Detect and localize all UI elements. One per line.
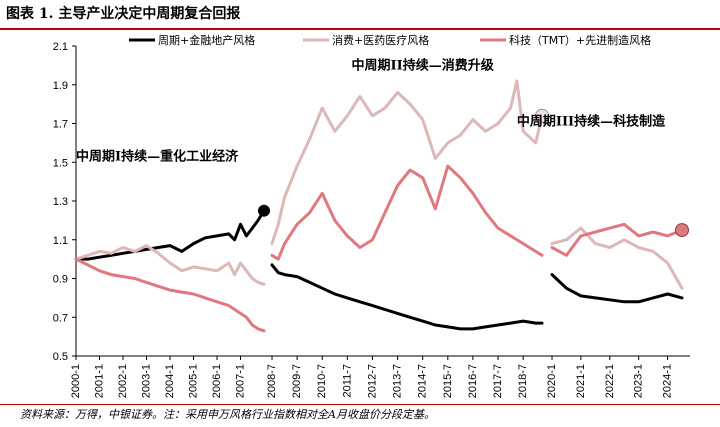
source-note: 资料来源：万得，中银证券。注：采用申万风格行业指数相对全A月收盘价分段定基。 (20, 408, 435, 421)
legend-label-2: 消费+医药医疗风格 (332, 33, 429, 47)
y-tick-label: 1.9 (53, 80, 68, 92)
annotation-2: 中周期II持续—消费升级 (352, 57, 495, 73)
series-line-2-segment-1 (74, 244, 266, 286)
y-tick-label: 0.7 (53, 312, 68, 324)
figure-title: 图表 1. 主导产业决定中周期复合回报 (6, 6, 241, 22)
x-tick-label: 2021-1 (575, 364, 587, 398)
annotation-3: 中周期III持续—科技制造 (517, 113, 666, 129)
x-tick-label: 2004-1 (164, 364, 176, 398)
x-tick-label: 2011-7 (341, 364, 353, 397)
series-line-3-segment-1 (74, 257, 266, 333)
x-tick-label: 2010-7 (316, 364, 328, 398)
x-tick-label: 2013-7 (392, 364, 404, 398)
source-rule (0, 404, 720, 405)
x-tick-label: 2002-1 (117, 364, 129, 398)
y-tick-label: 1.7 (53, 119, 68, 131)
series-line-3-segment-3 (550, 222, 684, 257)
end-marker-series-1 (258, 204, 270, 217)
x-tick-label: 2018-7 (517, 364, 529, 398)
series-line-2-segment-3 (550, 226, 684, 290)
x-tick-label: 2006-1 (211, 364, 223, 398)
series-line-1-segment-3 (550, 273, 684, 304)
line-chart: 周期+金融地产风格 消费+医药医疗风格 科技（TMT）+先进制造风格 2.1 1.9 1… (53, 33, 690, 398)
series-line-2-segment-2 (270, 79, 544, 246)
y-tick-label: 1.1 (53, 235, 68, 247)
end-marker-series-2 (535, 108, 549, 123)
x-tick-label: 2014-7 (417, 364, 429, 398)
end-marker-series-3 (675, 223, 689, 238)
legend-label-3: 科技（TMT）+先进制造风格 (509, 33, 651, 47)
y-tick-label: 2.1 (53, 41, 68, 53)
x-tick-label: 2007-1 (235, 364, 247, 398)
chart-legend: 周期+金融地产风格 消费+医药医疗风格 科技（TMT）+先进制造风格 (129, 33, 651, 47)
x-tick-label: 2015-7 (442, 364, 454, 398)
title-rule (0, 28, 720, 30)
y-tick-label: 0.5 (53, 351, 68, 363)
legend-label-1: 周期+金融地产风格 (158, 33, 255, 47)
x-tick-label: 2008-7 (266, 364, 278, 398)
x-tick-label: 2005-1 (188, 364, 200, 398)
x-tick-label: 2016-7 (467, 364, 479, 398)
x-tick-label: 2024-1 (662, 364, 674, 398)
y-tick-label: 0.9 (53, 274, 68, 286)
annotation-1: 中周期I持续—重化工业经济 (76, 148, 239, 164)
x-tick-label: 2020-1 (546, 364, 558, 398)
x-tick-label: 2012-7 (366, 364, 378, 398)
x-tick-label: 2001-1 (94, 364, 106, 398)
x-tick-label: 2023-1 (633, 364, 645, 398)
series-line-1-segment-2 (270, 263, 544, 331)
y-tick-label: 1.3 (53, 196, 68, 208)
series-line-1-segment-1 (74, 209, 266, 261)
x-tick-label: 2017-7 (492, 364, 504, 398)
x-tick-label: 2022-1 (604, 364, 616, 398)
x-tick-label: 2000-1 (70, 364, 82, 398)
y-tick-label: 1.5 (53, 157, 68, 169)
x-tick-label: 2003-1 (141, 364, 153, 398)
series-line-3-segment-2 (270, 164, 544, 261)
x-tick-label: 2009-7 (291, 364, 303, 398)
